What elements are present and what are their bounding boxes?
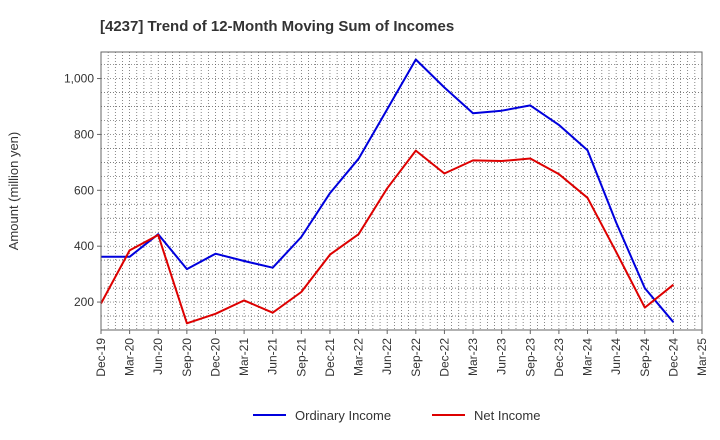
x-tick-label: Dec-24 — [666, 338, 680, 377]
x-tick-label: Mar-22 — [352, 338, 366, 376]
x-tick-label: Dec-23 — [552, 338, 566, 377]
x-tick-label: Sep-21 — [294, 338, 308, 377]
series-layer — [100, 58, 675, 325]
x-tick-label: Mar-25 — [695, 338, 709, 376]
x-tick-label: Dec-20 — [208, 338, 222, 377]
tick-layer: 200 400 600 800 1,000 Dec-19 Mar-20 Jun-20 Sep-2… — [64, 72, 709, 377]
x-tick-label: Jun-20 — [151, 338, 165, 375]
grid-layer — [101, 52, 702, 330]
x-tick-label: Sep-22 — [409, 338, 423, 377]
plot-frame — [100, 51, 703, 331]
series-line-net-income — [100, 149, 675, 325]
x-tick-label: Dec-21 — [323, 338, 337, 377]
legend: Ordinary Income Net Income — [253, 408, 540, 423]
x-tick-label: Jun-22 — [380, 338, 394, 375]
y-axis-title: Amount (million yen) — [6, 132, 21, 251]
x-tick-label: Dec-19 — [94, 338, 108, 377]
y-tick-label: 200 — [74, 295, 94, 309]
x-tick-label: Mar-24 — [581, 338, 595, 376]
x-tick-label: Jun-24 — [609, 338, 623, 375]
y-tick-label: 800 — [74, 127, 94, 141]
y-tick-label: 600 — [74, 183, 94, 197]
legend-label: Ordinary Income — [295, 408, 391, 423]
x-tick-label: Mar-20 — [123, 338, 137, 376]
x-tick-label: Sep-23 — [523, 338, 537, 377]
y-tick-label: 400 — [74, 239, 94, 253]
series-line-ordinary-income — [101, 58, 675, 323]
x-tick-label: Mar-21 — [237, 338, 251, 376]
x-tick-label: Dec-22 — [437, 338, 451, 377]
y-tick-label: 1,000 — [64, 72, 94, 86]
x-tick-label: Mar-23 — [466, 338, 480, 376]
x-tick-label: Jun-23 — [495, 338, 509, 375]
x-tick-label: Sep-24 — [638, 338, 652, 377]
x-tick-label: Sep-20 — [180, 338, 194, 377]
chart-title: [4237] Trend of 12-Month Moving Sum of I… — [100, 18, 454, 35]
x-tick-label: Jun-21 — [266, 338, 280, 375]
legend-label: Net Income — [474, 408, 540, 423]
